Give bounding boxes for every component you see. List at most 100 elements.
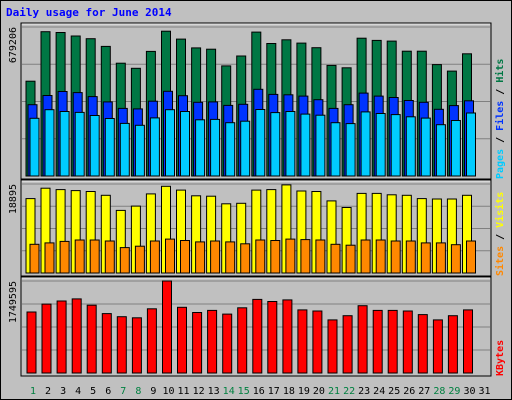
pages-bar bbox=[29, 117, 40, 177]
sites-bar bbox=[285, 238, 296, 274]
sites-bar bbox=[375, 239, 386, 274]
pages-bar bbox=[300, 113, 311, 177]
kbytes-bar bbox=[252, 298, 263, 374]
pages-bar bbox=[345, 123, 356, 177]
sites-bar bbox=[104, 240, 115, 274]
day-label: 18 bbox=[283, 386, 295, 397]
day-label: 27 bbox=[418, 386, 430, 397]
day-label: 2 bbox=[45, 386, 51, 397]
sites-bar bbox=[44, 242, 55, 274]
pages-bar bbox=[165, 109, 175, 177]
sites-bar bbox=[345, 244, 356, 274]
day-label: 29 bbox=[448, 386, 460, 397]
kbytes-bar bbox=[222, 313, 233, 374]
pages-bar bbox=[149, 117, 160, 177]
pages-bar bbox=[360, 111, 371, 177]
kbytes-bar bbox=[447, 315, 458, 374]
pages-bar bbox=[195, 119, 206, 177]
kbytes-bar bbox=[387, 309, 398, 374]
sites-bar bbox=[119, 247, 130, 274]
sites-bar bbox=[165, 238, 175, 274]
day-label: 9 bbox=[150, 386, 156, 397]
day-label: 31 bbox=[478, 386, 490, 397]
series-legend-label: KBytes bbox=[495, 340, 506, 376]
pages-bar bbox=[285, 111, 296, 177]
day-label: 28 bbox=[433, 386, 445, 397]
kbytes-bar bbox=[342, 315, 353, 374]
day-label: 22 bbox=[343, 386, 355, 397]
sites-bar bbox=[255, 239, 266, 274]
pages-bar bbox=[119, 122, 130, 177]
kbytes-bar bbox=[177, 306, 187, 374]
day-label: 14 bbox=[223, 386, 235, 397]
pages-bar bbox=[375, 113, 386, 177]
kbytes-bar bbox=[297, 309, 308, 374]
sites-bar bbox=[466, 240, 476, 274]
day-label: 8 bbox=[135, 386, 141, 397]
pages-bar bbox=[59, 111, 70, 177]
pages-bar bbox=[134, 124, 145, 177]
kbytes-bar bbox=[101, 313, 112, 374]
day-label: 1 bbox=[30, 386, 36, 397]
day-label: 10 bbox=[162, 386, 174, 397]
pages-bar bbox=[315, 114, 326, 177]
day-label: 23 bbox=[358, 386, 370, 397]
day-label: 4 bbox=[75, 386, 81, 397]
pages-bar bbox=[74, 111, 85, 177]
chart-title: Daily usage for June 2014 bbox=[6, 6, 172, 19]
kbytes-bar bbox=[131, 317, 142, 374]
sites-bar bbox=[59, 240, 70, 274]
legend-entry: Hits bbox=[494, 59, 506, 83]
pages-bar bbox=[420, 117, 431, 177]
day-label: 7 bbox=[120, 386, 126, 397]
day-label: 11 bbox=[177, 386, 189, 397]
sites-bar bbox=[450, 244, 461, 274]
kbytes-bar bbox=[41, 303, 52, 374]
sites-bar bbox=[149, 240, 160, 274]
pages-bar bbox=[390, 114, 401, 177]
kbytes-bar bbox=[192, 312, 203, 374]
day-label: 16 bbox=[253, 386, 265, 397]
sites-bar bbox=[330, 243, 341, 274]
legend-separator: / bbox=[495, 83, 506, 101]
pages-bar bbox=[44, 109, 55, 177]
sites-bar bbox=[270, 240, 281, 274]
legend-entry: Visits bbox=[494, 192, 506, 228]
kbytes-bar bbox=[357, 305, 368, 374]
kbytes-bar bbox=[282, 299, 293, 374]
kbytes-bar bbox=[463, 309, 473, 374]
pages-bar bbox=[450, 120, 461, 177]
pages-bar bbox=[225, 122, 236, 177]
sites-bar bbox=[435, 242, 446, 274]
day-label: 19 bbox=[298, 386, 310, 397]
day-label: 6 bbox=[105, 386, 111, 397]
day-label: 3 bbox=[60, 386, 66, 397]
kbytes-bar bbox=[86, 304, 97, 374]
sites-bar bbox=[300, 239, 311, 274]
kbytes-bar bbox=[417, 314, 428, 374]
sites-bar bbox=[405, 240, 416, 274]
kbytes-bar bbox=[237, 307, 248, 374]
kbytes-bar bbox=[56, 300, 67, 374]
day-label: 5 bbox=[90, 386, 96, 397]
day-label: 26 bbox=[403, 386, 415, 397]
sites-bar bbox=[134, 245, 145, 274]
y-max-label: 679206 bbox=[8, 27, 19, 63]
y-max-label: 1749595 bbox=[8, 281, 19, 323]
sites-bar bbox=[195, 241, 206, 274]
kbytes-bar bbox=[402, 310, 413, 374]
kbytes-bar bbox=[26, 311, 37, 374]
legend-separator: / bbox=[495, 228, 506, 246]
day-labels: 1 2 3 4 5 6 7 8 9 10 11 12 13 14 15 16 17 18 19 20 21 22 23 24 2… bbox=[30, 386, 491, 397]
y-max-label: 18895 bbox=[8, 184, 19, 214]
legend-entry: KBytes bbox=[495, 340, 506, 376]
day-label: 25 bbox=[388, 386, 400, 397]
pages-bar bbox=[240, 120, 251, 177]
kbytes-bar bbox=[162, 280, 172, 374]
sites-bar bbox=[225, 241, 236, 274]
kbytes-bar bbox=[312, 310, 323, 374]
day-label: 24 bbox=[373, 386, 385, 397]
sites-bar bbox=[89, 239, 100, 274]
pages-bar bbox=[330, 122, 341, 177]
